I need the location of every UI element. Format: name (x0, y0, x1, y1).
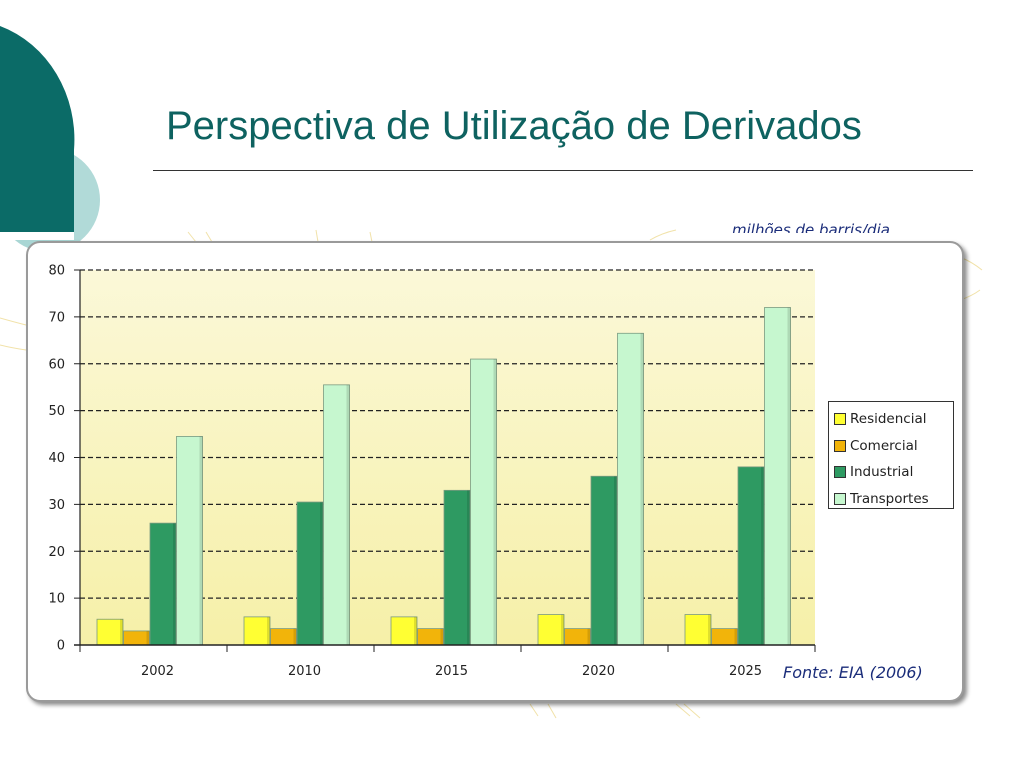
y-tick-labels: 0 10 20 30 40 50 60 70 80 (48, 264, 65, 654)
bar-comercial-2015 (417, 628, 444, 646)
bar-residencial-2010 (243, 616, 271, 646)
y-tick-label: 10 (48, 592, 65, 607)
bar-transportes-2015 (470, 358, 497, 646)
bar-shade (587, 628, 591, 645)
bar-comercial-2010 (270, 628, 297, 646)
bar-shade (173, 523, 176, 645)
bar-shade (267, 616, 270, 645)
axes (74, 269, 816, 652)
bar-comercial-2002 (123, 630, 150, 646)
bar-industrial-2010 (296, 501, 324, 646)
x-tick-label: 2002 (141, 664, 174, 679)
title-divider (153, 170, 973, 171)
legend-swatch-comercial (834, 439, 846, 452)
y-tick-label: 50 (48, 404, 65, 419)
bars (96, 307, 791, 646)
bar-residencial-2025 (684, 614, 712, 646)
y-tick-label: 30 (48, 498, 65, 513)
legend-swatch-residencial (834, 413, 846, 426)
bar-shade (561, 614, 564, 645)
bar-shade (761, 466, 764, 645)
legend-item-comercial: Comercial (834, 433, 953, 460)
x-tick-label: 2015 (435, 664, 468, 679)
bar-comercial-2020 (564, 628, 591, 646)
legend-swatch-industrial (834, 466, 846, 479)
bar-residencial-2002 (96, 618, 124, 646)
bar-shade (199, 436, 203, 645)
bar-shade (787, 307, 791, 645)
bar-shade (120, 619, 123, 645)
bar-shade (346, 384, 350, 645)
bar-shade (640, 333, 644, 645)
legend-item-residencial: Residencial (834, 406, 953, 433)
legend-item-industrial: Industrial (834, 459, 953, 486)
x-tick-labels: 2002 2010 2015 2020 2025 (141, 664, 762, 679)
bar-shade (414, 616, 417, 645)
legend-label-transportes: Transportes (850, 490, 929, 507)
y-tick-label: 0 (57, 639, 65, 654)
bar-shade (493, 359, 497, 645)
bar-transportes-2010 (323, 384, 350, 646)
x-tick-label: 2025 (729, 664, 762, 679)
bar-comercial-2025 (711, 628, 738, 646)
legend-item-transportes: Transportes (834, 486, 953, 513)
y-tick-label: 80 (48, 264, 65, 279)
legend-label-residencial: Residencial (850, 411, 927, 428)
bar-shade (734, 628, 738, 645)
bar-residencial-2015 (390, 616, 418, 646)
bar-shade (440, 628, 444, 645)
bar-industrial-2002 (149, 522, 177, 646)
source-note: Fonte: EIA (2006) (783, 663, 923, 682)
bar-shade (293, 628, 297, 645)
x-tick-label: 2020 (582, 664, 615, 679)
y-tick-label: 20 (48, 545, 65, 560)
x-tick-label: 2010 (288, 664, 321, 679)
bar-transportes-2020 (617, 332, 644, 646)
legend: Residencial Comercial Industrial Transpo… (828, 401, 954, 509)
bar-shade (614, 476, 617, 645)
bar-shade (320, 502, 323, 645)
y-tick-label: 40 (48, 451, 65, 466)
decorative-dark-shape (0, 26, 75, 232)
legend-label-industrial: Industrial (850, 464, 914, 481)
bar-transportes-2002 (176, 436, 203, 646)
y-tick-label: 60 (48, 357, 65, 372)
units-label: milhões de barris/dia (732, 221, 890, 233)
bar-shade (146, 630, 150, 645)
legend-swatch-transportes (834, 492, 846, 505)
bar-shade (708, 614, 711, 645)
slide-title: Perspectiva de Utilização de Derivados (166, 104, 862, 148)
bar-residencial-2020 (537, 614, 565, 646)
bar-transportes-2025 (764, 307, 791, 646)
legend-label-comercial: Comercial (850, 437, 918, 454)
bar-industrial-2015 (443, 489, 471, 646)
bar-industrial-2025 (737, 466, 765, 646)
bar-industrial-2020 (590, 475, 618, 646)
y-tick-label: 70 (48, 310, 65, 325)
bar-shade (467, 490, 470, 645)
